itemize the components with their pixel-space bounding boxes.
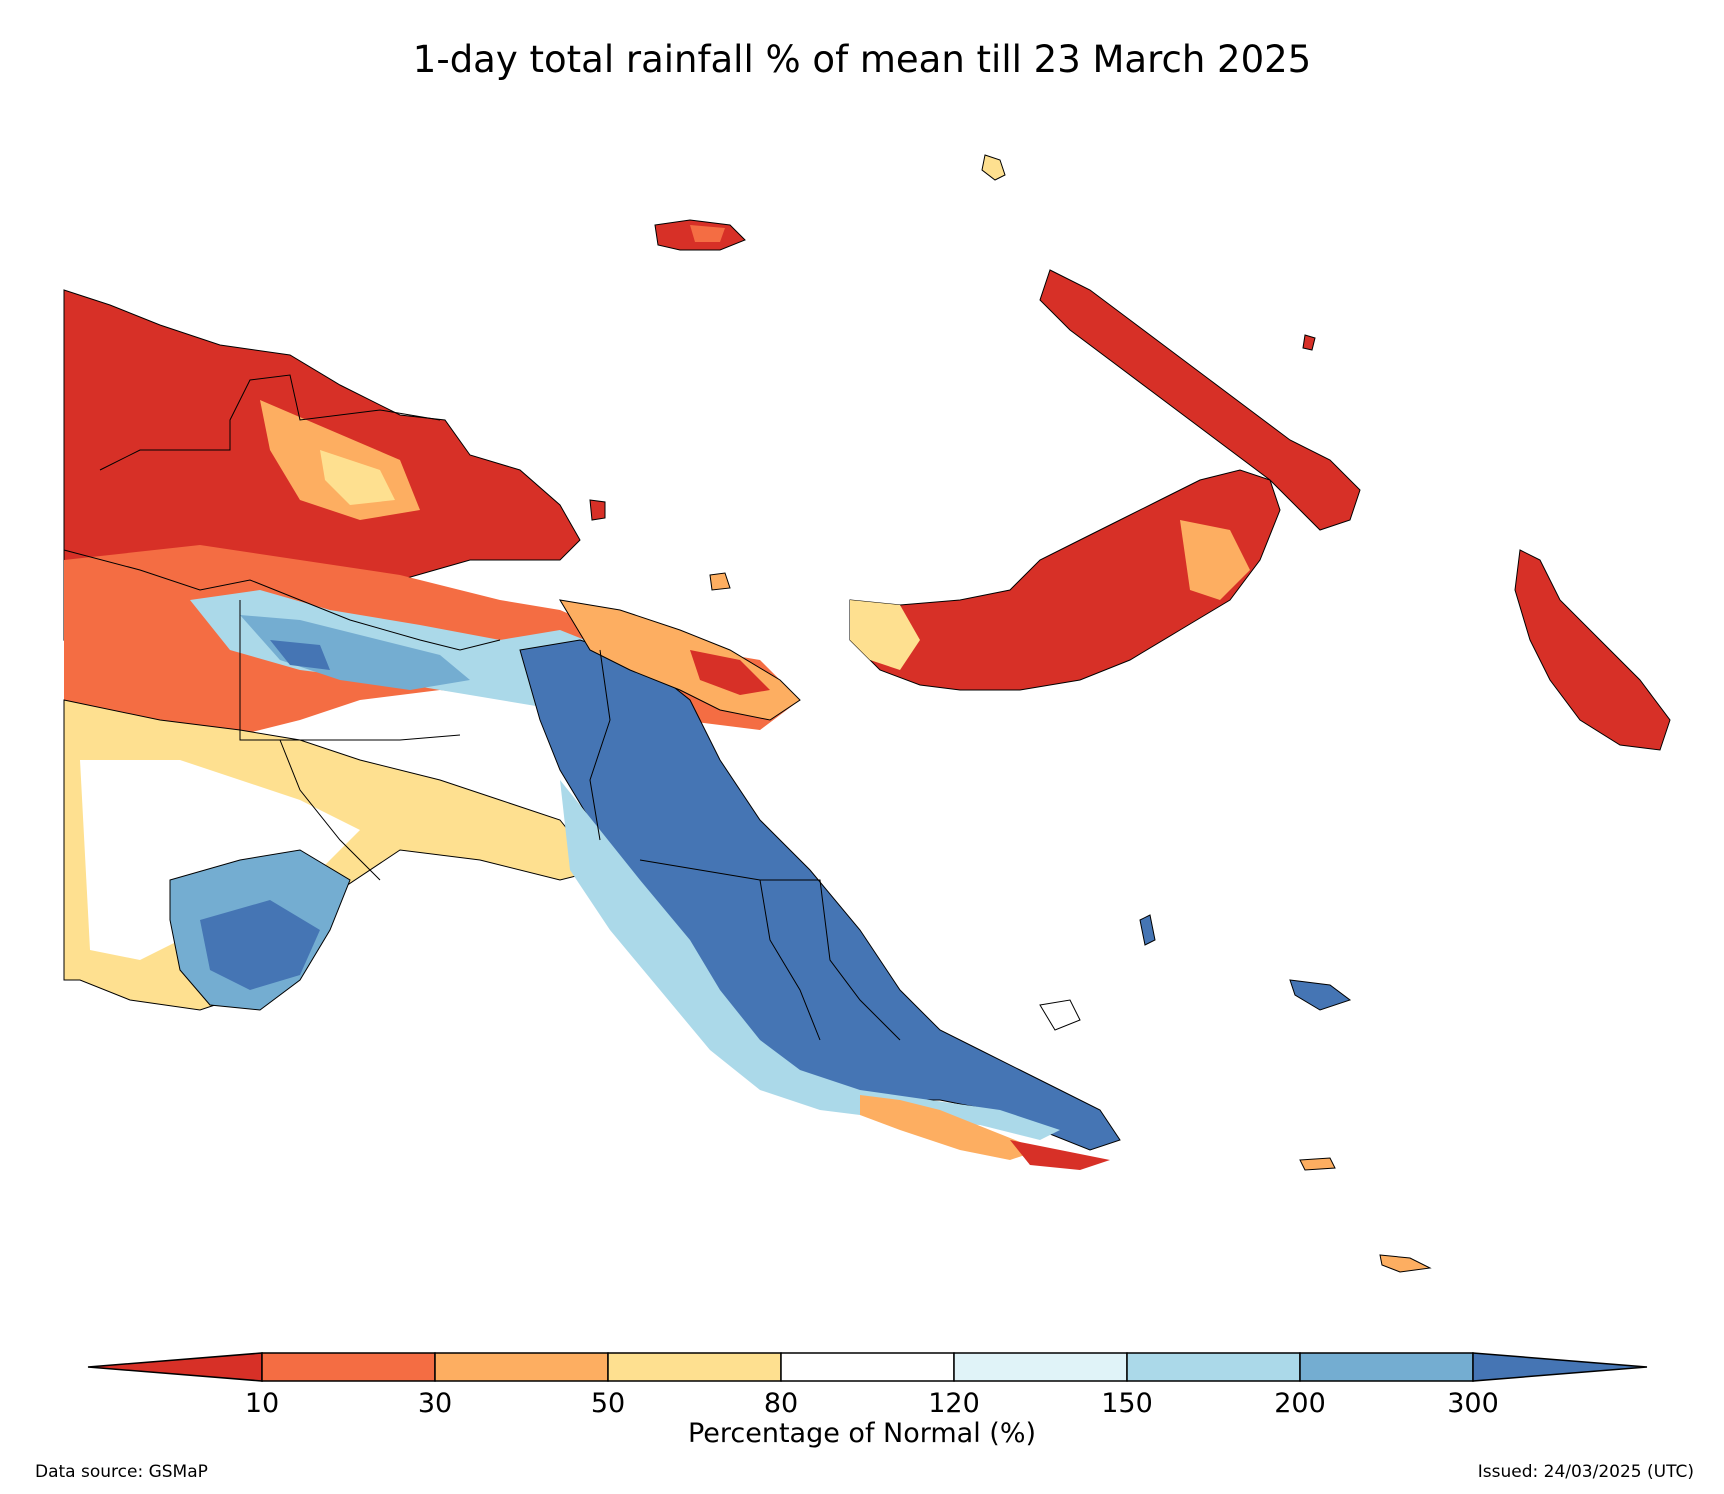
colorbar-swatch-120-150 xyxy=(953,1352,1128,1382)
island-umboi xyxy=(709,572,731,591)
colorbar-tick: 120 xyxy=(928,1388,980,1419)
mainland-west-highland-dry-inner xyxy=(320,450,395,505)
island-north-small xyxy=(981,154,1006,181)
fly-region-wet-core xyxy=(200,900,320,990)
northeast-coast-red xyxy=(690,650,770,695)
bougainville xyxy=(1514,549,1671,751)
mainland-central-wet-core xyxy=(240,615,470,690)
colorbar-tick: 10 xyxy=(244,1388,280,1419)
colorbar-swatch-30-50 xyxy=(434,1352,609,1382)
colorbar-swatch-150-200 xyxy=(1126,1352,1301,1382)
new-britain xyxy=(849,469,1281,691)
papuan-peninsula-coast xyxy=(560,780,1060,1140)
data-source-note: Data source: GSMaP xyxy=(35,1462,208,1482)
colorbar-tick: 30 xyxy=(417,1388,453,1419)
island-woodlark xyxy=(1299,1157,1336,1171)
island-entrecasteaux xyxy=(1039,999,1081,1031)
colorbar-swatch-80-120 xyxy=(780,1352,955,1382)
colorbar-swatch-200-300 xyxy=(1299,1352,1474,1382)
colorbar-tick: 150 xyxy=(1101,1388,1153,1419)
colorbar-swatch-50-80 xyxy=(607,1352,782,1382)
island-northeast-blue xyxy=(1139,914,1156,946)
manus-island-dry xyxy=(690,225,725,242)
new-britain-west-dry xyxy=(850,600,920,670)
issued-date-note: Issued: 24/03/2025 (UTC) xyxy=(1477,1462,1694,1482)
colorbar-extend-low xyxy=(87,1352,263,1382)
colorbar-tick: 200 xyxy=(1274,1388,1326,1419)
colorbar-extend-high xyxy=(1472,1352,1648,1382)
mainland-south-west-white xyxy=(80,760,360,960)
island-louisiade xyxy=(1379,1254,1432,1273)
papuan-tip-dry xyxy=(860,1095,1040,1160)
colorbar-tick: 50 xyxy=(590,1388,626,1419)
island-nissan xyxy=(1302,334,1316,351)
colorbar-tick: 80 xyxy=(763,1388,799,1419)
papuan-tip-red xyxy=(1010,1140,1110,1170)
colorbar-tick: 300 xyxy=(1447,1388,1499,1419)
new-ireland xyxy=(1039,269,1361,531)
mainland-central-wet-peak xyxy=(270,640,330,670)
island-karkar xyxy=(589,499,606,521)
map-title: 1-day total rainfall % of mean till 23 M… xyxy=(412,38,1312,81)
colorbar-title: Percentage of Normal (%) xyxy=(687,1418,1037,1449)
province-boundaries xyxy=(63,374,901,1041)
island-east-blue xyxy=(1289,979,1352,1011)
new-britain-east-dry xyxy=(1180,520,1250,600)
colorbar-swatch-10-30 xyxy=(261,1352,436,1382)
